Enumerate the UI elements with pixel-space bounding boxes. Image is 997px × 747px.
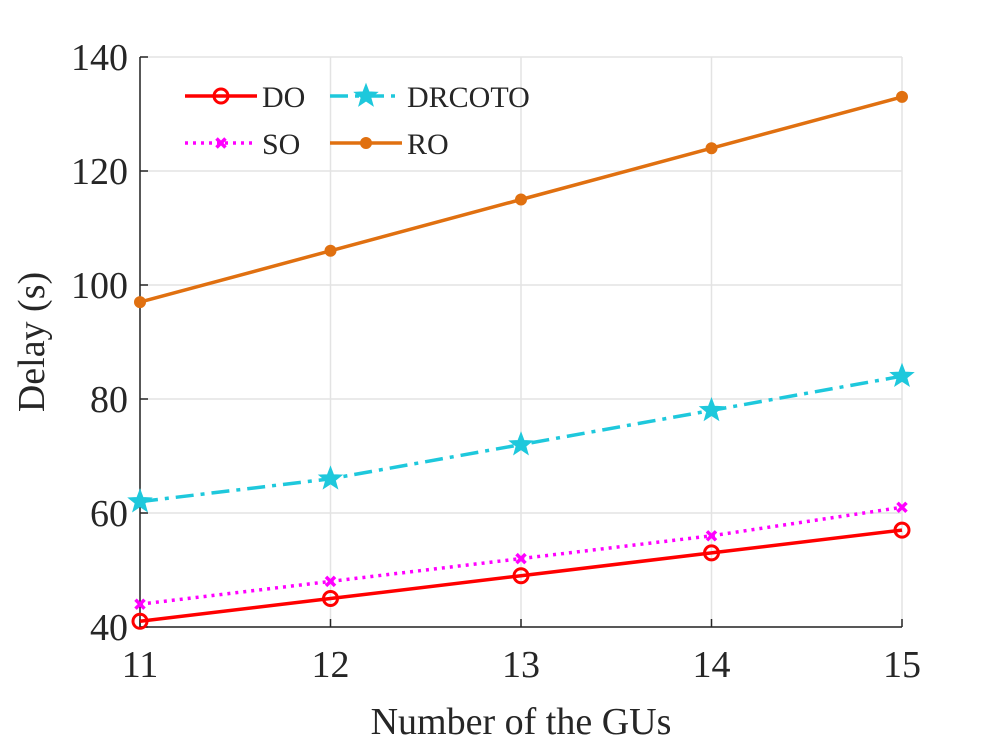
legend-item-so: SO bbox=[185, 128, 300, 161]
y-tick-label: 40 bbox=[90, 607, 128, 649]
data-point bbox=[324, 575, 337, 588]
series-line bbox=[139, 528, 903, 624]
legend-item-ro: RO bbox=[330, 128, 449, 161]
legend-marker bbox=[360, 137, 372, 149]
legend-label: DRCOTO bbox=[407, 81, 530, 114]
marker-stroke bbox=[215, 137, 227, 149]
y-tick-label: 60 bbox=[90, 493, 128, 535]
x-tick-label: 15 bbox=[883, 644, 921, 686]
marker-stroke bbox=[515, 552, 527, 565]
x-tick-label: 14 bbox=[693, 644, 731, 686]
series bbox=[127, 90, 915, 630]
legend-marker bbox=[212, 87, 230, 105]
y-axis-label: Delay (s) bbox=[11, 272, 53, 412]
y-tick-label: 100 bbox=[71, 265, 128, 307]
data-point bbox=[703, 544, 720, 562]
data-point bbox=[705, 530, 718, 542]
marker-stroke bbox=[705, 530, 718, 542]
legend-label: DO bbox=[262, 81, 305, 114]
legend: DO DRCOTO SO RO bbox=[185, 81, 530, 161]
marker-stroke bbox=[324, 575, 337, 588]
data-point bbox=[324, 244, 337, 257]
series-drcoto bbox=[127, 362, 915, 513]
legend-item-drcoto: DRCOTO bbox=[330, 81, 530, 114]
marker-stroke bbox=[134, 598, 146, 610]
data-point bbox=[512, 567, 530, 585]
data-point bbox=[698, 396, 725, 422]
x-tick-label: 13 bbox=[502, 644, 540, 686]
legend-label: RO bbox=[407, 128, 449, 161]
y-tick-label: 80 bbox=[90, 379, 128, 421]
data-point bbox=[131, 612, 149, 630]
data-point bbox=[896, 90, 908, 103]
data-point bbox=[893, 521, 911, 539]
x-tick-label: 12 bbox=[312, 644, 350, 686]
marker-stroke bbox=[896, 501, 908, 514]
data-point bbox=[889, 362, 915, 388]
legend-label: SO bbox=[262, 128, 300, 161]
series-do bbox=[131, 521, 911, 630]
data-point bbox=[127, 488, 153, 513]
series-ro bbox=[134, 90, 908, 309]
grid-lines bbox=[139, 56, 903, 628]
legend-marker bbox=[353, 82, 379, 107]
data-point bbox=[134, 296, 146, 309]
x-axis-label: Number of the GUs bbox=[371, 701, 672, 743]
data-point bbox=[896, 501, 908, 514]
legend-item-do: DO bbox=[185, 81, 305, 114]
data-point bbox=[705, 142, 718, 155]
data-point bbox=[322, 590, 339, 607]
legend-marker bbox=[215, 137, 227, 149]
data-point bbox=[134, 598, 146, 610]
x-tick-label: 11 bbox=[122, 644, 159, 686]
y-tick-label: 140 bbox=[71, 37, 128, 79]
data-point bbox=[515, 193, 527, 206]
tick-labels: 11 12 13 14 15 40 60 80 100 120 140 bbox=[71, 37, 921, 686]
series-so bbox=[134, 501, 908, 610]
y-tick-label: 120 bbox=[71, 151, 128, 193]
data-point bbox=[508, 431, 534, 456]
data-point bbox=[515, 552, 527, 565]
data-point bbox=[317, 465, 344, 490]
